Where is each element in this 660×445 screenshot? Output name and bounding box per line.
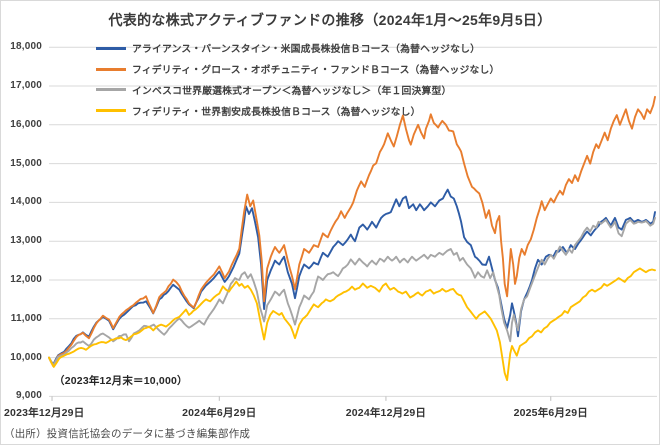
series-line-2 — [48, 216, 656, 367]
legend-item: アライアンス・バーンスタイン・米国成長株投信Ｂコース（為替ヘッジなし） — [96, 38, 500, 59]
source-note: （出所）投資信託協会のデータに基づき編集部作成 — [4, 428, 251, 440]
x-axis-tick-label: 2023年12月29日 — [4, 407, 85, 419]
series-line-0 — [48, 188, 656, 366]
x-axis-tick-label: 2024年6月29日 — [182, 407, 257, 419]
legend-line-swatch — [96, 46, 126, 50]
legend-line-swatch — [96, 88, 126, 92]
y-axis-tick-label: 12,000 — [10, 274, 42, 285]
legend-item: インベスコ世界厳選株式オープン＜為替ヘッジなし＞（年１回決算型） — [96, 80, 500, 101]
legend-label: インベスコ世界厳選株式オープン＜為替ヘッジなし＞（年１回決算型） — [132, 85, 452, 97]
y-axis-tick-label: 11,000 — [10, 312, 42, 324]
chart-title: 代表的な株式アクティブファンドの推移（2024年1月～25年9月5日） — [108, 12, 552, 28]
y-axis-tick-label: 15,000 — [10, 157, 42, 169]
y-axis-tick-label: 16,000 — [10, 118, 42, 130]
x-axis-tick-label: 2025年6月29日 — [513, 407, 588, 419]
series-line-3 — [48, 267, 656, 382]
legend-item: フィデリティ・グロース・オポチュニティ・ファンドＢコース（為替ヘッジなし） — [96, 59, 500, 80]
legend-line-swatch — [96, 109, 126, 113]
y-axis-tick-label: 9,000 — [15, 390, 42, 402]
legend-label: アライアンス・バーンスタイン・米国成長株投信Ｂコース（為替ヘッジなし） — [132, 44, 481, 56]
y-axis-tick-label: 14,000 — [10, 196, 42, 208]
baseline-annotation: （2023年12月末＝10,000） — [54, 375, 188, 387]
y-axis-tick-label: 13,000 — [10, 235, 42, 247]
y-axis-tick-label: 10,000 — [10, 351, 42, 363]
legend-label: フィデリティ・グロース・オポチュニティ・ファンドＢコース（為替ヘッジなし） — [132, 65, 500, 77]
chart-legend: アライアンス・バーンスタイン・米国成長株投信Ｂコース（為替ヘッジなし） フィデリテ… — [96, 38, 500, 121]
x-axis-tick-label: 2024年12月29日 — [345, 407, 427, 419]
y-axis-tick-label: 18,000 — [10, 41, 42, 53]
legend-item: フィデリティ・世界割安成長株投信Ｂコース（為替ヘッジなし） — [96, 100, 500, 121]
series-line-1 — [48, 95, 656, 368]
legend-line-swatch — [96, 67, 126, 71]
legend-label: フィデリティ・世界割安成長株投信Ｂコース（為替ヘッジなし） — [132, 106, 421, 118]
y-axis-tick-label: 17,000 — [10, 80, 42, 91]
